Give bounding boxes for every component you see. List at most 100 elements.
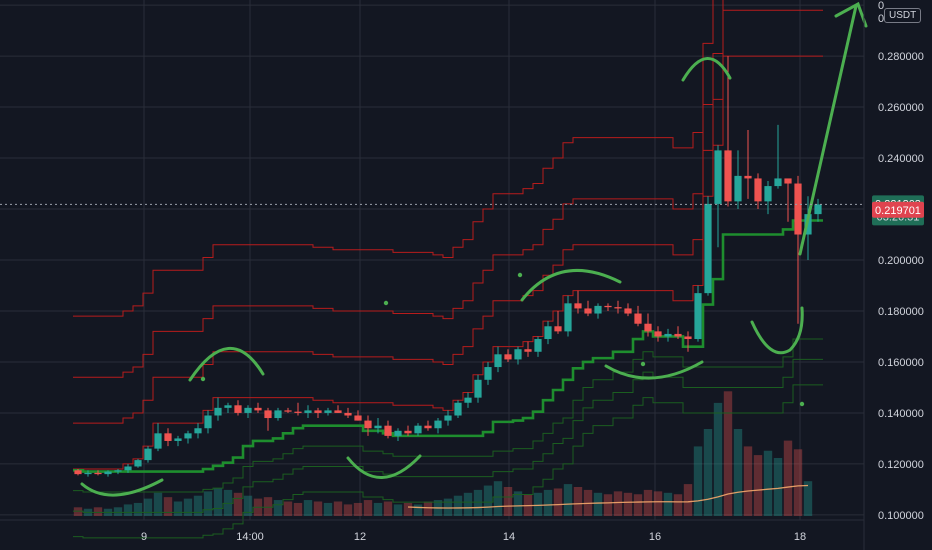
volume-bars (73, 391, 813, 516)
candle-body (174, 438, 182, 441)
volume-bar (623, 492, 633, 516)
volume-bar (393, 504, 403, 516)
volume-bar (683, 484, 693, 516)
candle-body (134, 460, 142, 467)
x-tick-label: 9 (141, 531, 147, 543)
donchian-channel-lines (73, 0, 823, 539)
volume-bar (293, 502, 303, 516)
candle-body (674, 333, 682, 337)
candle-body (384, 425, 392, 436)
volume-bar (423, 501, 433, 516)
candle-body (154, 433, 162, 449)
volume-bar (693, 446, 703, 516)
candle-body (194, 428, 202, 434)
candle-body (534, 339, 542, 352)
volume-bar (93, 507, 103, 516)
candle-body (664, 333, 672, 337)
volume-bar (243, 495, 253, 516)
annotation-stroke (834, 1, 868, 28)
candle-body (244, 407, 252, 413)
volume-bar (263, 497, 273, 516)
volume-bar (513, 491, 523, 516)
currency-badge[interactable]: USDT (884, 8, 922, 23)
candle-body (454, 402, 462, 416)
volume-bar (273, 500, 283, 516)
candle-body (714, 150, 722, 204)
x-tick-label: 16 (649, 531, 661, 543)
candle-body (144, 448, 152, 461)
channel-upper-line (73, 55, 823, 470)
candle-body (814, 204, 822, 215)
candle-body (414, 425, 422, 434)
candle-body (504, 354, 512, 360)
volume-bar (323, 502, 333, 516)
volume-bar (473, 489, 483, 516)
candle-body (184, 433, 192, 439)
volume-bar (133, 502, 143, 516)
volume-bar (73, 507, 83, 516)
candle-body (654, 331, 662, 337)
candle-body (774, 178, 782, 187)
x-tick-label: 14 (503, 531, 515, 543)
y-tick-label: 0.240000 (878, 153, 924, 165)
volume-bar (153, 492, 163, 516)
candle-body (304, 410, 312, 413)
candle-body (684, 336, 692, 340)
candle-body (234, 405, 242, 413)
volume-bar (773, 458, 783, 516)
candle-body (614, 307, 622, 309)
channel-lower-line (73, 358, 823, 513)
candle-body (794, 183, 802, 235)
volume-bar (303, 500, 313, 516)
y-tick-label: 0 (878, 0, 884, 12)
x-tick-label: 12 (354, 531, 366, 543)
volume-bar (383, 501, 393, 516)
volume-bar (553, 488, 563, 516)
annotation-stroke (681, 57, 732, 82)
volume-bar (493, 481, 503, 516)
candle-body (624, 308, 632, 314)
y-tick-label: 0 (878, 13, 884, 25)
candle-body (164, 433, 172, 441)
candle-body (344, 412, 352, 416)
candle-body (314, 410, 322, 413)
volume-bar (503, 487, 513, 516)
volume-bar (793, 449, 803, 516)
candle-body (274, 410, 282, 419)
annotation-stroke (520, 268, 622, 302)
volume-bar (283, 501, 293, 516)
volume-bar (643, 489, 653, 516)
volume-bar (463, 492, 473, 516)
volume-bar (753, 455, 763, 516)
price-tags: 0.22180303:26:310.219701 (0, 195, 924, 226)
volume-bar (733, 429, 743, 516)
candle-body (514, 349, 522, 360)
candle-body (84, 472, 92, 475)
volume-bar (233, 492, 243, 516)
candle-body (94, 472, 102, 475)
volume-bar (163, 497, 173, 516)
volume-bar (573, 487, 583, 516)
candle-body (644, 323, 652, 332)
candle-body (744, 175, 752, 179)
channel-lower-line (73, 338, 823, 493)
y-tick-label: 0.260000 (878, 102, 924, 114)
candle-body (734, 175, 742, 202)
volume-bar (713, 402, 723, 516)
y-tick-label: 0.180000 (878, 306, 924, 318)
reference-price-text: 0.219701 (875, 205, 921, 217)
volume-bar (313, 501, 323, 516)
candle-body (604, 305, 612, 308)
volume-bar (543, 489, 553, 516)
candle-body (364, 420, 372, 429)
volume-bar (443, 498, 453, 516)
candle-body (564, 303, 572, 332)
volume-bar (413, 504, 423, 516)
y-tick-label: 0.160000 (878, 357, 924, 369)
volume-bar (723, 391, 733, 516)
volume-bar (663, 492, 673, 516)
annotation-dot (200, 376, 206, 382)
candle-body (574, 303, 582, 309)
volume-bar (453, 495, 463, 516)
